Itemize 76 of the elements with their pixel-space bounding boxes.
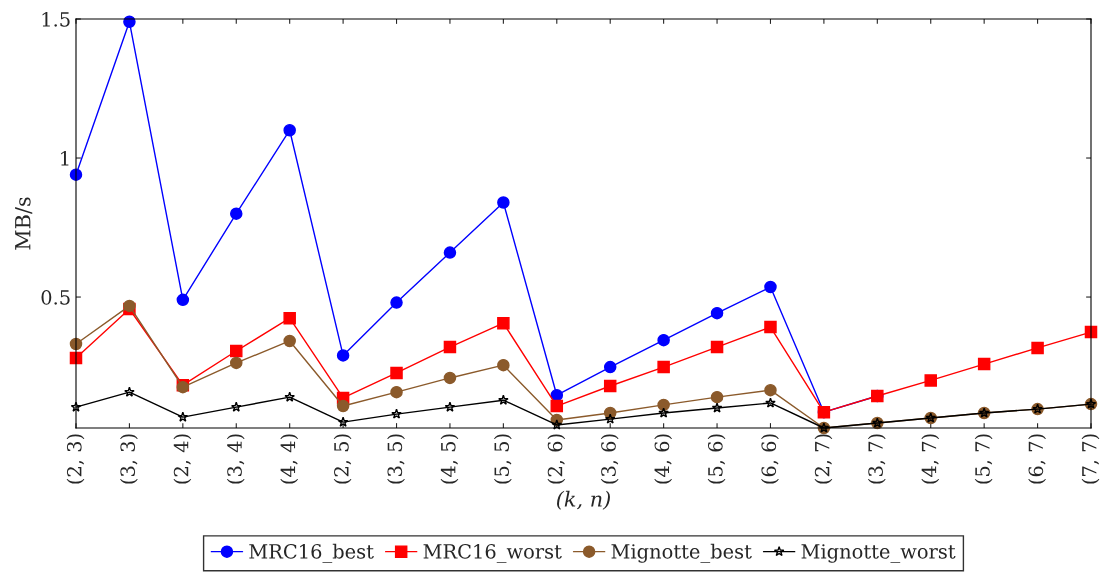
point: [390, 385, 403, 399]
x-tick-label: (2, 7): [814, 434, 833, 484]
x-axis-title: (k, n): [557, 490, 610, 510]
point: [177, 411, 189, 422]
point: [497, 196, 510, 209]
point: [603, 379, 617, 393]
point: [710, 340, 724, 354]
point: [176, 293, 190, 307]
point: [230, 356, 243, 370]
point: [498, 394, 509, 405]
point: [924, 374, 937, 387]
point: [283, 311, 296, 325]
x-tick-label: (3, 5): [387, 434, 405, 484]
x-tick-label: (5, 5): [493, 434, 512, 484]
legend-label: Mignotte_worst: [801, 544, 956, 564]
point: [497, 316, 510, 330]
point: [336, 399, 350, 413]
x-tick-label: (4, 6): [654, 434, 673, 484]
point: [657, 360, 670, 374]
point: [284, 391, 296, 402]
point: [443, 371, 457, 385]
point: [764, 280, 777, 294]
point: [283, 334, 296, 348]
point: [443, 340, 457, 354]
legend-label: Mignotte_best: [611, 543, 752, 564]
point: [658, 407, 669, 418]
x-tick-label: (3, 6): [600, 434, 619, 484]
point: [391, 408, 402, 419]
x-tick-label: (4, 5): [440, 434, 459, 484]
point: [710, 390, 724, 404]
x-tick-label: (2, 6): [547, 434, 566, 484]
x-tick-label: (2, 4): [173, 434, 192, 484]
point: [977, 357, 991, 371]
y-tick-label: 1.5: [42, 11, 70, 27]
x-tick-label: (5, 6): [707, 434, 726, 484]
x-tick-label: (3, 4): [226, 434, 245, 484]
point: [603, 360, 617, 374]
point: [550, 388, 564, 402]
point: [765, 397, 776, 408]
legend-label: MRC16_worst: [423, 544, 562, 564]
point: [764, 383, 777, 397]
point: [337, 416, 349, 427]
x-tick-label: (2, 5): [333, 434, 352, 484]
point: [710, 306, 724, 320]
point: [390, 296, 403, 309]
x-tick-label: (6, 7): [1028, 434, 1046, 484]
point: [124, 386, 135, 397]
point: [497, 358, 510, 372]
y-tick-label: 0.5: [41, 290, 70, 305]
x-tick-label: (5, 7): [974, 434, 993, 484]
x-tick-label: (6, 6): [761, 434, 779, 484]
y-axis-title: MB/s: [15, 197, 33, 250]
point: [711, 402, 723, 413]
point: [1031, 341, 1044, 355]
point: [230, 401, 242, 412]
point: [550, 399, 564, 413]
point: [604, 413, 616, 424]
point: [444, 401, 456, 412]
point: [551, 419, 563, 430]
y-tick-label: 1: [61, 150, 69, 166]
x-tick-label: (4, 7): [921, 434, 940, 484]
x-tick-label: (3, 3): [120, 434, 138, 484]
point: [443, 246, 457, 259]
point: [230, 344, 243, 358]
x-tick-label: (7, 7): [1081, 434, 1100, 484]
point: [657, 398, 670, 412]
point: [336, 349, 350, 362]
point: [230, 207, 243, 220]
x-tick-label: (4, 4): [280, 434, 299, 484]
legend-label: MRC16_best: [249, 543, 374, 564]
point: [283, 123, 296, 137]
point: [657, 333, 670, 347]
x-tick-label: (2, 3): [66, 434, 85, 484]
point: [764, 320, 777, 334]
point: [390, 366, 403, 380]
x-tick-label: (3, 7): [867, 434, 886, 484]
